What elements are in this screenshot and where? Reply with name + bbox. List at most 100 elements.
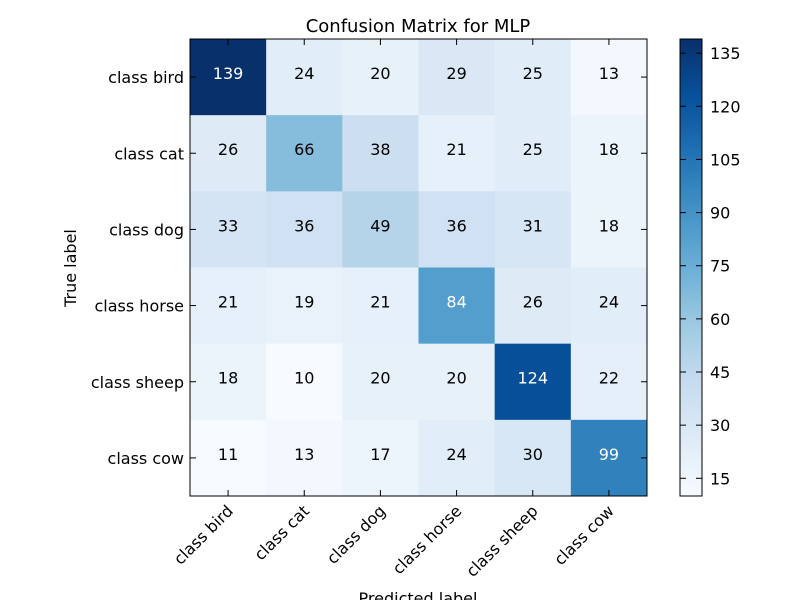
cell-value-label: 20 <box>446 369 466 388</box>
colorbar-tick-label: 30 <box>710 416 730 435</box>
heatmap-cell <box>570 419 648 497</box>
cell-value-label: 36 <box>294 216 314 235</box>
heatmap-cell <box>342 419 419 497</box>
heatmap-cell <box>570 191 648 268</box>
cell-value-label: 26 <box>523 293 543 312</box>
cell-value-label: 30 <box>523 445 543 464</box>
cell-value-label: 66 <box>294 140 314 159</box>
colorbar-tick-label: 105 <box>710 150 741 169</box>
heatmap-cell <box>418 39 496 116</box>
heatmap-cell <box>418 267 496 345</box>
heatmap-cell-labels: 139 24 20 29 25 13 26 66 38 21 25 18 33 36 49 36 31 18 21 1… <box>213 64 619 464</box>
y-axis-label: True label <box>61 229 80 308</box>
cell-value-label: 18 <box>599 216 619 235</box>
cell-value-label: 22 <box>599 369 619 388</box>
cell-value-label: 139 <box>213 64 244 83</box>
cell-value-label: 18 <box>218 369 238 388</box>
cell-value-label: 38 <box>370 140 390 159</box>
y-tick-label: class cat <box>114 144 184 163</box>
cell-value-label: 36 <box>446 216 466 235</box>
heatmap-cell <box>418 343 496 421</box>
heatmap-cell <box>342 267 419 345</box>
cell-value-label: 13 <box>599 64 619 83</box>
heatmap-cell <box>342 39 419 116</box>
heatmap-cell <box>494 343 572 421</box>
cell-value-label: 49 <box>370 216 390 235</box>
y-tick-label: class dog <box>109 220 184 239</box>
colorbar-tick-label: 135 <box>710 44 741 63</box>
cell-value-label: 33 <box>218 216 238 235</box>
y-tick-label: class horse <box>95 297 185 316</box>
heatmap-cell <box>190 191 267 268</box>
cell-value-label: 17 <box>370 445 390 464</box>
heatmap-cell <box>190 39 267 116</box>
heatmap-cell <box>266 115 343 192</box>
colorbar-tick-label: 60 <box>710 310 730 329</box>
cell-value-label: 18 <box>599 140 619 159</box>
cell-value-label: 29 <box>446 64 466 83</box>
heatmap-cell <box>266 419 343 497</box>
cell-value-label: 24 <box>599 293 619 312</box>
heatmap-cell <box>190 267 267 345</box>
x-tick-label: class cow <box>550 501 618 569</box>
chart-title: Confusion Matrix for MLP <box>306 16 531 37</box>
cell-value-label: 21 <box>370 293 390 312</box>
heatmap-cell <box>266 343 343 421</box>
cell-value-label: 84 <box>446 293 466 312</box>
heatmap-cell <box>266 39 343 116</box>
heatmap-cell <box>190 343 267 421</box>
y-tick-label: class cow <box>108 449 184 468</box>
plot-frame <box>189 38 648 497</box>
cell-value-label: 20 <box>370 369 390 388</box>
cell-value-label: 25 <box>523 140 543 159</box>
colorbar-tick-label: 15 <box>710 469 730 488</box>
heatmap-cell <box>418 115 496 192</box>
y-axis-ticks: class bird class cat class dog class horse c… <box>91 68 647 468</box>
colorbar-tick-label: 45 <box>710 363 730 382</box>
cell-value-label: 31 <box>523 216 543 235</box>
x-tick-label: class cat <box>250 501 313 564</box>
cell-value-label: 19 <box>294 293 314 312</box>
heatmap-cell <box>570 267 648 345</box>
colorbar-tick-label: 120 <box>710 97 741 116</box>
heatmap-cells <box>190 39 648 497</box>
heatmap-cell <box>494 115 572 192</box>
heatmap-cell <box>494 39 572 116</box>
cell-value-label: 20 <box>370 64 390 83</box>
cell-value-label: 13 <box>294 445 314 464</box>
heatmap-cell <box>266 267 343 345</box>
heatmap-cell <box>342 191 419 268</box>
heatmap-cell <box>342 115 419 192</box>
cell-value-label: 26 <box>218 140 238 159</box>
cell-value-label: 10 <box>294 369 314 388</box>
colorbar <box>679 38 703 497</box>
heatmap-cell <box>190 115 267 192</box>
cell-value-label: 25 <box>523 64 543 83</box>
cell-value-label: 21 <box>218 293 238 312</box>
heatmap-cell <box>190 419 267 497</box>
heatmap-cell <box>494 267 572 345</box>
heatmap-cell <box>418 191 496 268</box>
cell-value-label: 11 <box>218 445 238 464</box>
heatmap-cell <box>342 343 419 421</box>
heatmap-cell <box>418 419 496 497</box>
x-tick-label: class horse <box>389 501 466 578</box>
cell-value-label: 24 <box>446 445 466 464</box>
x-tick-label: class dog <box>323 501 389 567</box>
cell-value-label: 21 <box>446 140 466 159</box>
colorbar-tick-label: 75 <box>710 257 730 276</box>
x-tick-label: class bird <box>170 501 237 568</box>
heatmap-cell <box>494 191 572 268</box>
y-tick-label: class bird <box>108 68 184 87</box>
colorbar-tick-label: 90 <box>710 204 730 223</box>
heatmap-cell <box>494 419 572 497</box>
heatmap-cell <box>570 39 648 116</box>
x-axis-label: Predicted label <box>359 589 478 600</box>
y-tick-label: class sheep <box>91 373 184 392</box>
cell-value-label: 124 <box>517 369 548 388</box>
cell-value-label: 99 <box>599 445 619 464</box>
cell-value-label: 24 <box>294 64 314 83</box>
heatmap-cell <box>570 115 648 192</box>
heatmap-cell <box>266 191 343 268</box>
